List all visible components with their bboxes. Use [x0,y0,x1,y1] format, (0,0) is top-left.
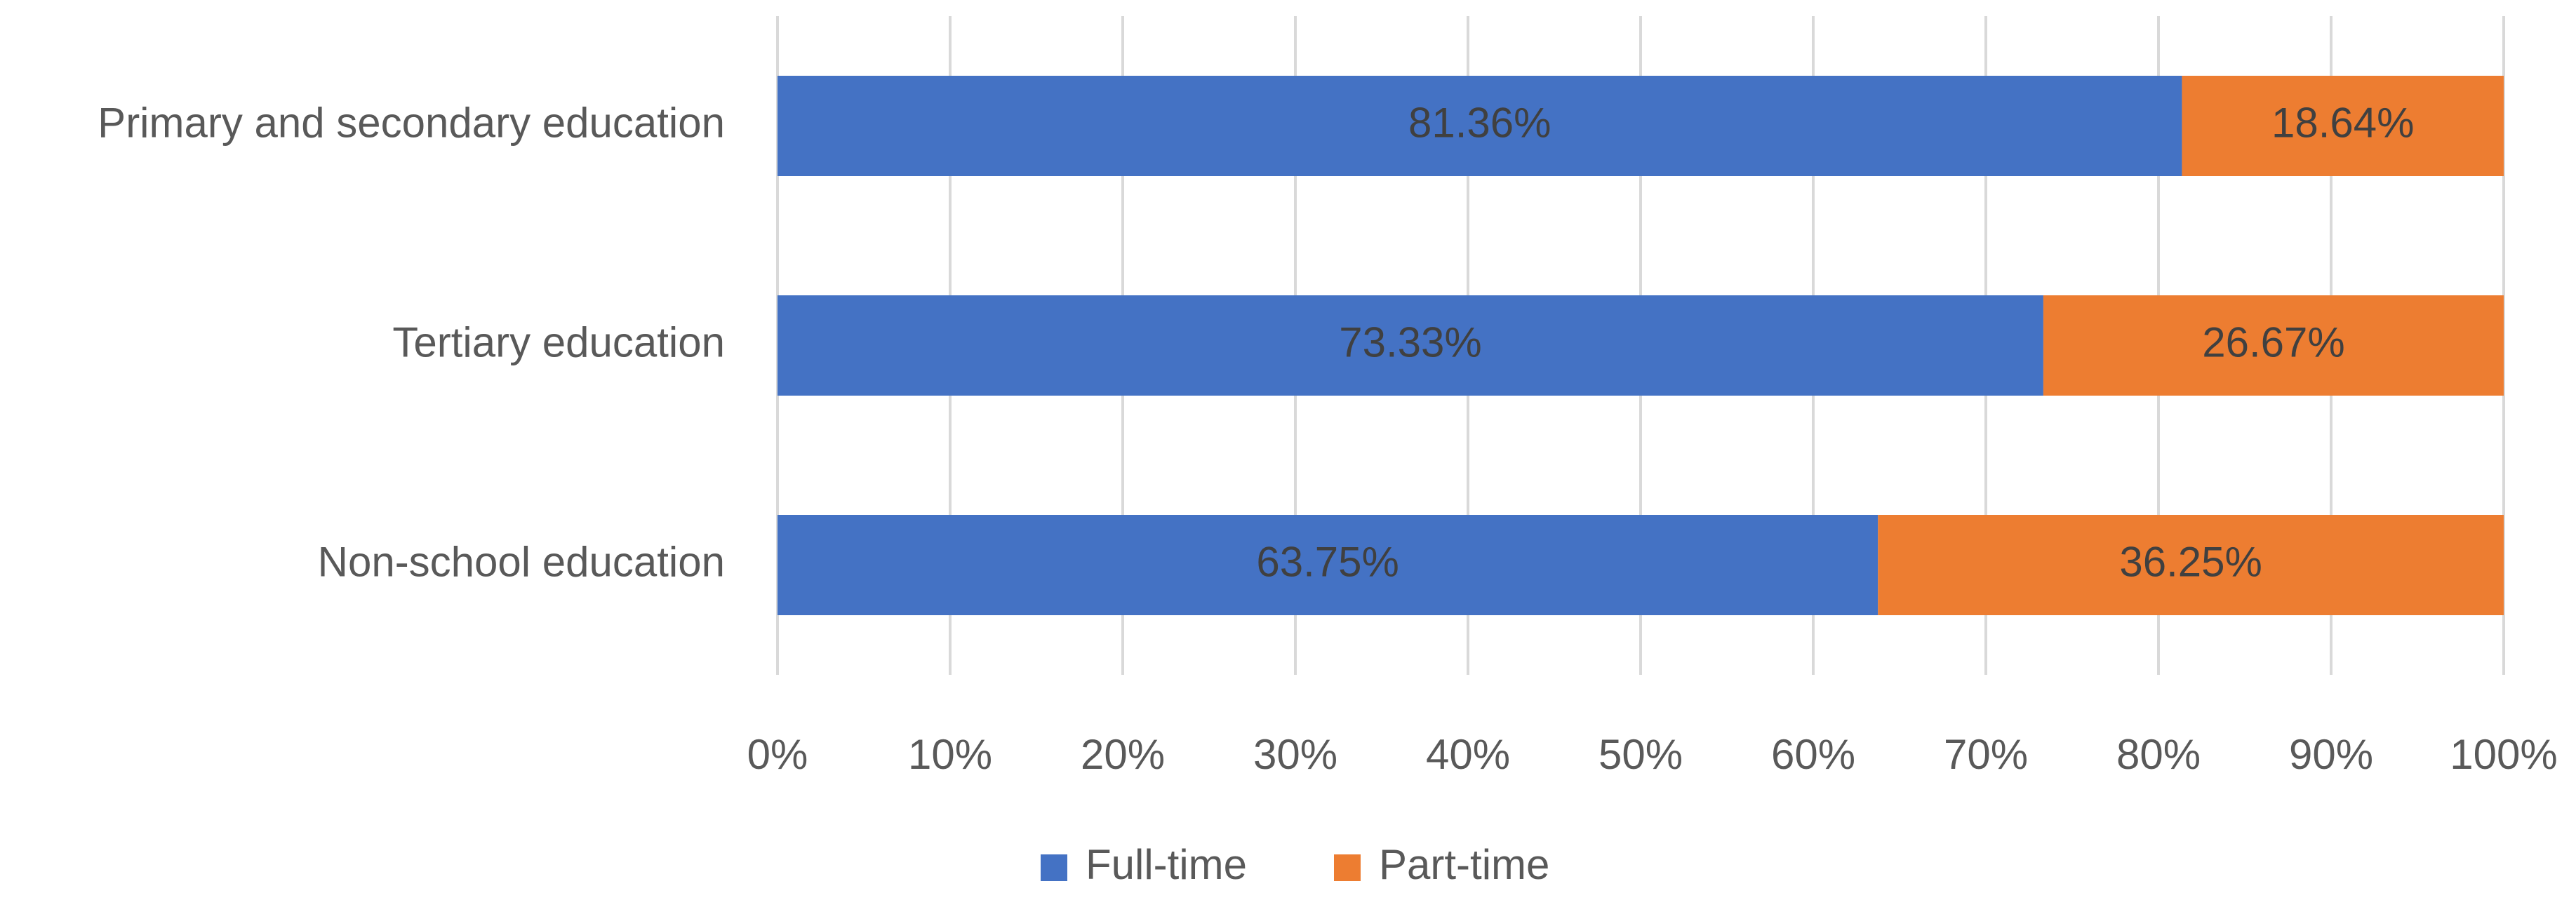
bar-segment [2043,295,2504,396]
legend-label: Full-time [1086,841,1247,888]
legend-label: Part-time [1379,841,1549,888]
y-tick-label: Tertiary education [392,318,725,365]
x-tick-label: 60% [1771,731,1855,778]
data-label: 36.25% [2119,538,2262,585]
x-tick-label: 50% [1599,731,1683,778]
data-label: 18.64% [2271,99,2415,146]
x-tick-label: 70% [1944,731,2028,778]
data-label: 63.75% [1256,538,1399,585]
y-tick-label: Non-school education [318,538,725,585]
x-tick-label: 20% [1081,731,1165,778]
legend-swatch [1041,854,1067,881]
data-label: 81.36% [1408,99,1551,146]
y-tick-label: Primary and secondary education [98,99,725,146]
x-tick-label: 30% [1253,731,1337,778]
x-tick-label: 100% [2450,731,2557,778]
x-tick-label: 40% [1426,731,1510,778]
bar-segment [1878,515,2504,615]
bar-segment [778,295,2043,396]
x-tick-label: 10% [908,731,992,778]
x-tick-label: 90% [2289,731,2373,778]
x-tick-label: 80% [2116,731,2201,778]
data-label: 73.33% [1339,318,1482,365]
legend-swatch [1334,854,1361,881]
bar-segment [778,515,1878,615]
bar-segment [2182,76,2504,176]
data-label: 26.67% [2202,318,2345,365]
x-tick-label: 0% [747,731,808,778]
bar-segment [778,76,2182,176]
